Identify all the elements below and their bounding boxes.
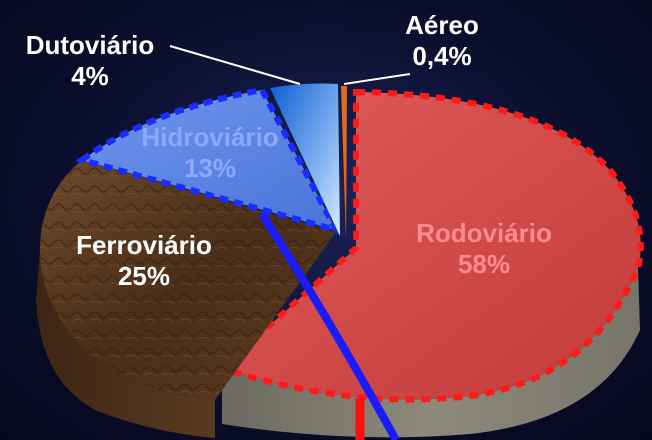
label-rodoviario-value: 58% [457, 249, 511, 279]
slice-rodoviario-border [216, 88, 644, 403]
label-ferroviario-name: Ferroviário [76, 230, 212, 260]
slice-aereo-top [341, 86, 347, 240]
label-dutoviario: Dutoviário 4% [6, 30, 174, 92]
slice-aereo [341, 86, 347, 240]
leader-line-dutoviario [169, 45, 301, 85]
slice-hidroviario [75, 86, 342, 235]
label-aereo-value: 0,4% [412, 41, 472, 71]
slice-ferroviario-wall [36, 250, 215, 438]
leader-line-aereo [343, 73, 411, 85]
label-rodoviario-name: Rodoviário [416, 218, 552, 248]
label-hidroviario-name: Hidroviário [141, 122, 279, 152]
label-aereo: Aéreo 0,4% [392, 10, 492, 72]
overlay-line-blue [258, 211, 400, 440]
slice-hidroviario-top [82, 90, 336, 230]
label-ferroviario-value: 25% [117, 261, 171, 291]
slice-dutoviario-top [270, 83, 340, 236]
label-hidroviario: Hidroviário 13% [112, 122, 308, 184]
label-dutoviario-value: 4% [71, 61, 109, 91]
label-rodoviario: Rodoviário 58% [386, 218, 582, 280]
slice-dutoviario [270, 83, 340, 236]
label-hidroviario-value: 13% [183, 153, 237, 183]
label-ferroviario: Ferroviário 25% [44, 230, 244, 292]
label-dutoviario-name: Dutoviário [25, 30, 155, 60]
label-aereo-name: Aéreo [405, 10, 479, 40]
